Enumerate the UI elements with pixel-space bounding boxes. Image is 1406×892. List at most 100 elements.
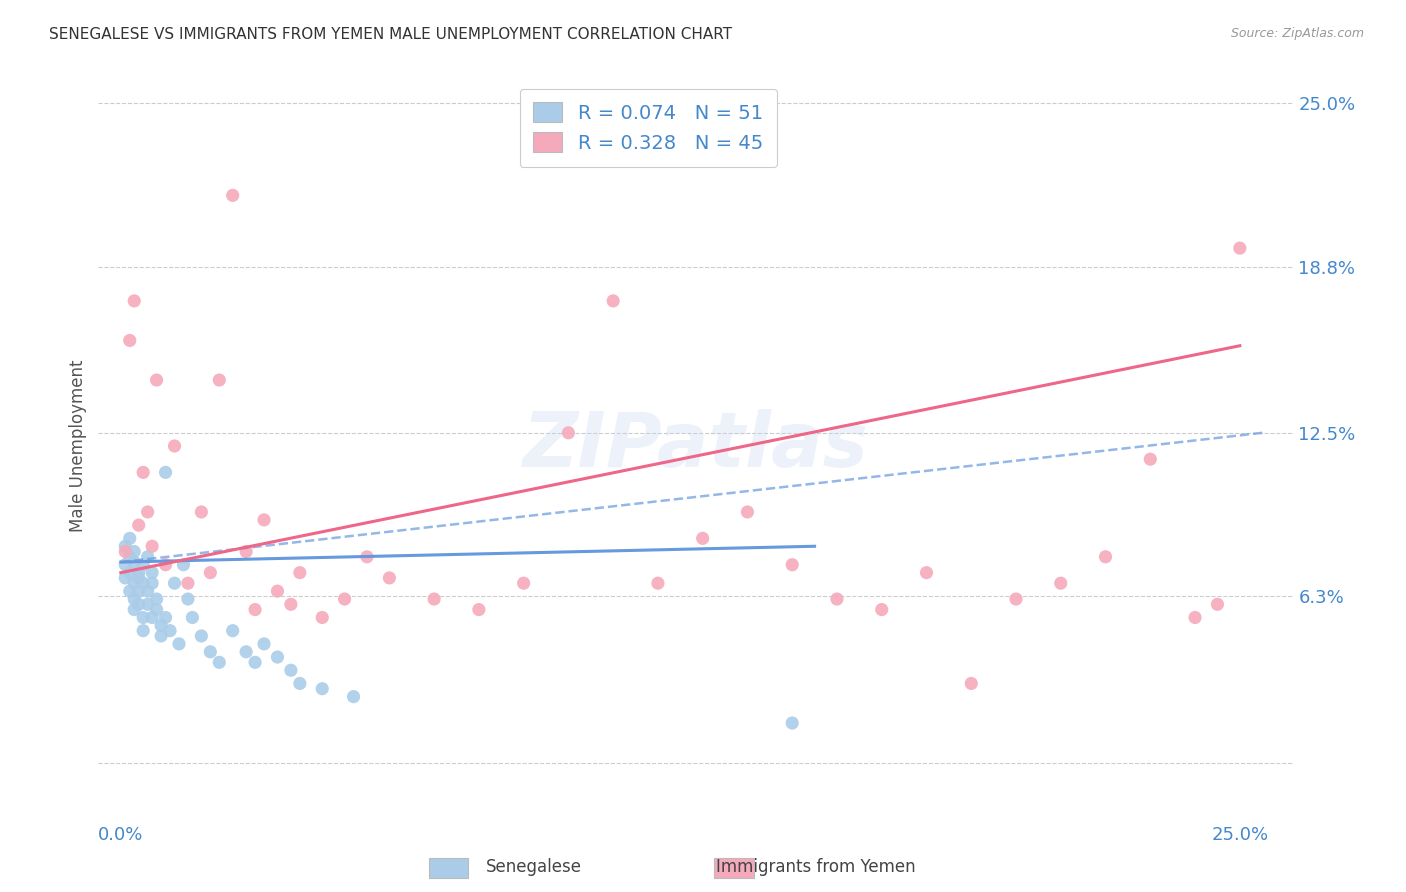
- Point: [163, 576, 186, 591]
- Point: [128, 566, 150, 580]
- Point: [141, 566, 163, 580]
- Point: [128, 518, 150, 533]
- Point: [266, 650, 288, 665]
- Point: [222, 188, 245, 202]
- Point: [155, 558, 177, 572]
- Point: [870, 602, 893, 616]
- Point: [1229, 241, 1251, 255]
- Point: [1049, 576, 1071, 591]
- Point: [208, 373, 231, 387]
- Point: [177, 576, 200, 591]
- Point: [163, 439, 186, 453]
- Point: [128, 571, 150, 585]
- Text: Immigrants from Yemen: Immigrants from Yemen: [716, 858, 915, 876]
- Point: [780, 558, 803, 572]
- Point: [136, 549, 159, 564]
- Point: [190, 505, 212, 519]
- Point: [915, 566, 938, 580]
- Point: [145, 373, 167, 387]
- Point: [208, 656, 231, 670]
- Point: [200, 645, 222, 659]
- Point: [132, 610, 155, 624]
- Point: [647, 576, 669, 591]
- Point: [118, 532, 141, 546]
- Point: [150, 629, 173, 643]
- Text: SENEGALESE VS IMMIGRANTS FROM YEMEN MALE UNEMPLOYMENT CORRELATION CHART: SENEGALESE VS IMMIGRANTS FROM YEMEN MALE…: [49, 27, 733, 42]
- Point: [423, 592, 446, 607]
- Point: [253, 513, 276, 527]
- Point: [1184, 610, 1206, 624]
- Point: [266, 584, 288, 599]
- Point: [155, 610, 177, 624]
- Point: [780, 716, 803, 731]
- Point: [122, 555, 145, 569]
- Point: [132, 624, 155, 638]
- Point: [136, 597, 159, 611]
- Point: [132, 466, 155, 480]
- Y-axis label: Male Unemployment: Male Unemployment: [69, 359, 87, 533]
- Point: [280, 663, 302, 677]
- Point: [141, 610, 163, 624]
- Legend: R = 0.074   N = 51, R = 0.328   N = 45: R = 0.074 N = 51, R = 0.328 N = 45: [520, 88, 776, 167]
- Point: [122, 544, 145, 558]
- Text: Senegalese: Senegalese: [486, 858, 582, 876]
- Point: [378, 571, 401, 585]
- Point: [468, 602, 491, 616]
- Point: [235, 544, 257, 558]
- Point: [132, 558, 155, 572]
- Point: [122, 592, 145, 607]
- Point: [141, 576, 163, 591]
- Point: [222, 624, 245, 638]
- Point: [114, 544, 136, 558]
- Point: [118, 549, 141, 564]
- Point: [1139, 452, 1161, 467]
- Point: [122, 576, 145, 591]
- Point: [114, 571, 136, 585]
- Point: [118, 566, 141, 580]
- Point: [280, 597, 302, 611]
- Point: [141, 539, 163, 553]
- Point: [288, 676, 311, 690]
- Point: [356, 549, 378, 564]
- Point: [128, 584, 150, 599]
- Point: [333, 592, 356, 607]
- Point: [122, 293, 145, 308]
- Point: [342, 690, 364, 704]
- Point: [253, 637, 276, 651]
- Point: [145, 592, 167, 607]
- Point: [243, 656, 266, 670]
- Point: [235, 645, 257, 659]
- Point: [118, 334, 141, 348]
- Point: [512, 576, 534, 591]
- Text: Source: ZipAtlas.com: Source: ZipAtlas.com: [1230, 27, 1364, 40]
- Point: [692, 532, 714, 546]
- Point: [825, 592, 848, 607]
- Point: [602, 293, 624, 308]
- Point: [737, 505, 759, 519]
- Point: [557, 425, 579, 440]
- Point: [114, 558, 136, 572]
- Point: [132, 576, 155, 591]
- Point: [118, 584, 141, 599]
- Point: [145, 602, 167, 616]
- Text: ZIPatlas: ZIPatlas: [523, 409, 869, 483]
- Point: [311, 610, 333, 624]
- Point: [190, 629, 212, 643]
- Point: [167, 637, 190, 651]
- Point: [128, 597, 150, 611]
- Point: [200, 566, 222, 580]
- Point: [136, 505, 159, 519]
- Point: [1206, 597, 1229, 611]
- Point: [181, 610, 204, 624]
- Point: [1094, 549, 1116, 564]
- Point: [172, 558, 194, 572]
- Point: [155, 466, 177, 480]
- Point: [136, 584, 159, 599]
- Point: [114, 539, 136, 553]
- Point: [177, 592, 200, 607]
- Point: [311, 681, 333, 696]
- Point: [150, 618, 173, 632]
- Point: [243, 602, 266, 616]
- Point: [960, 676, 983, 690]
- Point: [1005, 592, 1028, 607]
